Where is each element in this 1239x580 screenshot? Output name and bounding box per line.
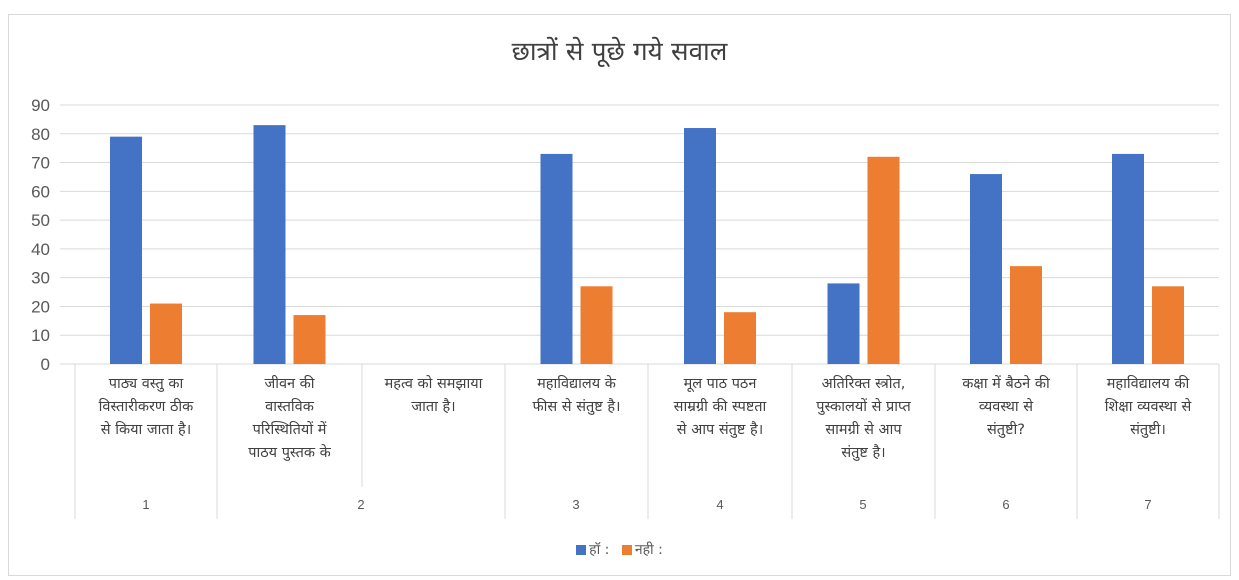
category-label-line: वास्तविक [265, 399, 314, 415]
legend-label-no: नही : [634, 542, 663, 558]
bar-yes [110, 136, 142, 364]
group-label: 5 [859, 497, 867, 512]
bar-yes [684, 128, 716, 364]
category-label-line: महाविद्यालय की [1106, 376, 1190, 392]
legend: हॉ : नही : [0, 540, 1239, 559]
category-label-line: महत्व को समझाया [384, 376, 483, 392]
bar-yes [540, 153, 573, 364]
category-label-line: मूल पाठ पठन [683, 376, 757, 392]
category-label: महत्व को समझाया जाता है। [362, 373, 505, 419]
category-label: महाविद्यालय की शिक्षा व्यवस्था से संतुष्टी… [1077, 373, 1219, 442]
legend-swatch-yes [576, 544, 587, 555]
y-tick-label: 50 [31, 211, 50, 230]
category-label-line: व्यवस्था से [978, 399, 1034, 415]
category-label-line: महाविद्यालय के [537, 376, 616, 392]
category-label: जीवन की वास्तविक परिस्थितियों में पाठय पुस्… [217, 373, 362, 465]
category-label: पाठ्य वस्तु का विस्तारीकरण ठीक से किया जात… [75, 373, 217, 442]
category-label-line: से किया जाता है। [100, 422, 192, 438]
bar-yes [827, 283, 860, 364]
category-label: मूल पाठ पठन साम्रग्री की स्पष्टता से आप सं… [648, 373, 792, 442]
category-label-line: जीवन की [264, 376, 315, 392]
group-label: 3 [572, 497, 580, 512]
bar-no [293, 315, 326, 364]
category-label-line: शिक्षा व्यवस्था से [1104, 399, 1192, 415]
bar-no [867, 156, 900, 364]
category-label-line: कक्षा में बैठने की [962, 376, 1050, 392]
y-tick-label: 30 [31, 269, 50, 288]
bar-yes [1112, 153, 1144, 364]
category-label-line: परिस्थितियों में [252, 422, 327, 438]
y-tick-label: 80 [31, 125, 50, 144]
category-label: कक्षा में बैठने की व्यवस्था से संतुष्टी? [935, 373, 1077, 442]
bar-no [724, 312, 756, 364]
group-label: 2 [357, 497, 365, 512]
legend-item-no: नही : [621, 540, 663, 559]
category-label-line: संतुष्ट है। [841, 445, 886, 461]
category-label-line: पाठ्य वस्तु का [108, 376, 184, 392]
category-label-line: पाठय पुस्तक के [248, 445, 331, 461]
category-label: महाविद्यालय के फीस से संतुष्ट है। [505, 373, 648, 419]
category-label-line: अतिरिक्त स्त्रोत, [821, 376, 906, 392]
chart-title: छात्रों से पूछे गये सवाल [511, 37, 728, 67]
bar-no [580, 286, 613, 364]
category-label-line: विस्तारीकरण ठीक [98, 399, 194, 415]
bar-no [1010, 266, 1042, 364]
legend-swatch-no [621, 544, 632, 555]
category-label-line: जाता है। [411, 399, 456, 415]
bar-yes [253, 125, 286, 365]
legend-label-yes: हॉ : [589, 542, 610, 558]
bar-no [150, 303, 182, 364]
y-tick-label: 10 [31, 326, 50, 345]
category-label-line: पुस्कालयों से प्राप्त [816, 399, 911, 415]
group-label: 1 [142, 497, 150, 512]
category-label-line: फीस से संतुष्ट है। [532, 399, 621, 415]
y-tick-label: 20 [31, 297, 50, 316]
y-tick-label: 40 [31, 240, 50, 259]
category-label-line: सामग्री से आप [825, 422, 902, 438]
bar-no [1152, 286, 1184, 364]
y-tick-label: 60 [31, 182, 50, 201]
category-label-line: संतुष्टी? [987, 422, 1025, 438]
category-label-line: से आप संतुष्ट है। [676, 422, 764, 438]
group-label: 6 [1002, 497, 1010, 512]
category-label-line: संतुष्टी। [1130, 422, 1166, 438]
y-tick-label: 0 [41, 355, 50, 374]
group-label: 7 [1144, 497, 1152, 512]
y-tick-label: 90 [31, 96, 50, 115]
y-tick-label: 70 [31, 154, 50, 173]
category-label-line: साम्रग्री की स्पष्टता [673, 399, 767, 415]
category-label: अतिरिक्त स्त्रोत, पुस्कालयों से प्राप्त सा… [792, 373, 935, 465]
group-label: 4 [716, 497, 724, 512]
legend-item-yes: हॉ : [576, 540, 609, 559]
bar-yes [970, 174, 1002, 364]
